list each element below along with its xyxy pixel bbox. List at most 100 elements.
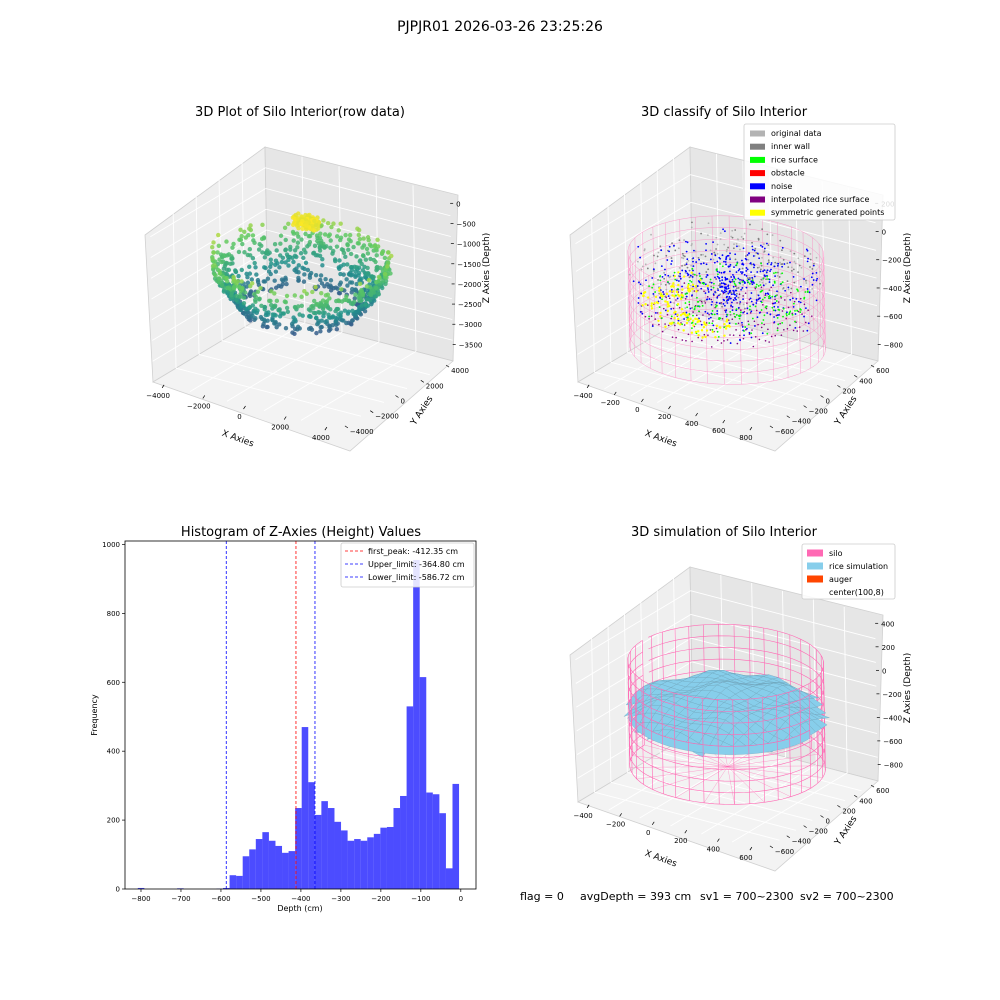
panel2-point xyxy=(698,272,701,275)
panel2-point xyxy=(705,242,708,245)
panel2-ytick-label: −400 xyxy=(792,418,811,426)
panel2-legend-swatch xyxy=(750,156,765,163)
panel2-point xyxy=(786,280,789,283)
panel2-point xyxy=(684,307,687,309)
panel1-point xyxy=(353,287,358,292)
panel2-point xyxy=(737,296,740,299)
panel2-point xyxy=(704,335,707,339)
panel4-ztick-label: 0 xyxy=(882,667,886,675)
panel2-point xyxy=(699,299,701,302)
panel1-point xyxy=(283,300,288,305)
panel2-legend-box xyxy=(743,123,896,221)
panel1-point xyxy=(300,226,305,231)
panel2-point xyxy=(752,303,755,306)
panel2-point xyxy=(706,274,709,277)
panel2-point xyxy=(749,262,752,264)
panel1-point xyxy=(259,236,265,242)
panel2-point xyxy=(667,324,670,327)
panel1-ytick-mark xyxy=(420,380,424,383)
panel1-ytick-mark xyxy=(344,425,349,429)
panel2-point xyxy=(668,297,671,300)
panel2-point xyxy=(750,263,753,266)
panel4-title: 3D simulation of Silo Interior xyxy=(631,525,818,540)
panel2-point xyxy=(686,306,689,309)
panel2-silo-strut xyxy=(648,275,651,369)
panel1-point xyxy=(304,226,309,232)
panel2-point xyxy=(781,272,784,275)
panel2-point xyxy=(725,263,727,266)
panel2-point xyxy=(654,295,658,299)
panel4-xtick-label: 400 xyxy=(707,846,720,854)
panel1-point xyxy=(272,303,278,308)
panel1-point xyxy=(243,290,248,295)
panel1-point xyxy=(377,265,383,270)
panel2-point xyxy=(676,303,680,306)
panel2-point xyxy=(773,321,776,323)
panel4-xtick-label: −200 xyxy=(606,820,625,828)
panel2-point xyxy=(687,259,690,262)
panel2-point xyxy=(731,306,734,308)
panel2-point xyxy=(755,298,758,301)
panel2-point xyxy=(703,282,705,285)
panel2-point xyxy=(771,295,774,298)
panel1-point xyxy=(364,284,370,289)
panel2-point xyxy=(677,247,680,250)
panel1-xlabel: X Axies xyxy=(220,429,255,450)
panel1-point xyxy=(335,307,340,312)
panel1-point xyxy=(320,263,325,268)
panel2-point xyxy=(711,320,714,322)
panel2-point xyxy=(719,279,721,282)
panel4-silo-strut xyxy=(776,695,779,800)
panel2-point xyxy=(740,288,742,291)
panel4-grid xyxy=(575,574,878,843)
panel2-legend-swatch xyxy=(750,170,765,177)
panel2-point xyxy=(642,294,645,298)
histogram-bar xyxy=(432,794,440,889)
panel1-point xyxy=(334,326,340,332)
panel1-point xyxy=(269,289,274,294)
panel2-point xyxy=(674,249,677,252)
panel2-point xyxy=(653,254,655,257)
panel2-point xyxy=(809,253,812,255)
panel2-point xyxy=(763,323,766,326)
panel2-point xyxy=(712,324,715,327)
panel1-point xyxy=(322,245,327,250)
histogram-bar xyxy=(255,839,263,889)
panel2-point xyxy=(735,298,737,301)
histogram-bar xyxy=(439,813,446,889)
panel2-point xyxy=(719,286,722,288)
histogram-reference-lines xyxy=(225,541,316,889)
panel4-rice-surface xyxy=(623,670,830,758)
panel1-point xyxy=(252,240,257,246)
panel4-silo-wireframe-front xyxy=(627,640,812,805)
panel2-point xyxy=(781,281,784,284)
panel2-point xyxy=(725,309,728,312)
panel1-point xyxy=(252,260,257,266)
panel2-point xyxy=(795,297,798,300)
panel1-point xyxy=(273,258,279,263)
panel2-point xyxy=(716,275,719,278)
panel2-point xyxy=(670,307,673,310)
panel2-point xyxy=(720,282,723,285)
panel1-point xyxy=(231,274,236,280)
panel1-point xyxy=(240,285,245,291)
panel1-point xyxy=(242,250,247,255)
panel2-point xyxy=(733,282,736,285)
panel1-point xyxy=(261,317,267,322)
panel2-point xyxy=(671,321,674,325)
panel2-point xyxy=(673,271,676,274)
panel2-point xyxy=(770,262,773,264)
panel1-point xyxy=(339,287,344,292)
panel2-point xyxy=(742,279,745,282)
panel1-point xyxy=(249,281,255,286)
panel1-point xyxy=(311,310,317,316)
panel1-point xyxy=(389,253,394,259)
panel2-point xyxy=(734,297,736,300)
panel2-point xyxy=(731,236,734,239)
panel1-point xyxy=(330,314,336,319)
panel2-point xyxy=(806,249,809,252)
panel2-point xyxy=(695,261,698,263)
panel1-point xyxy=(316,309,321,315)
panel2-point xyxy=(715,304,718,307)
panel2-point xyxy=(666,305,670,308)
